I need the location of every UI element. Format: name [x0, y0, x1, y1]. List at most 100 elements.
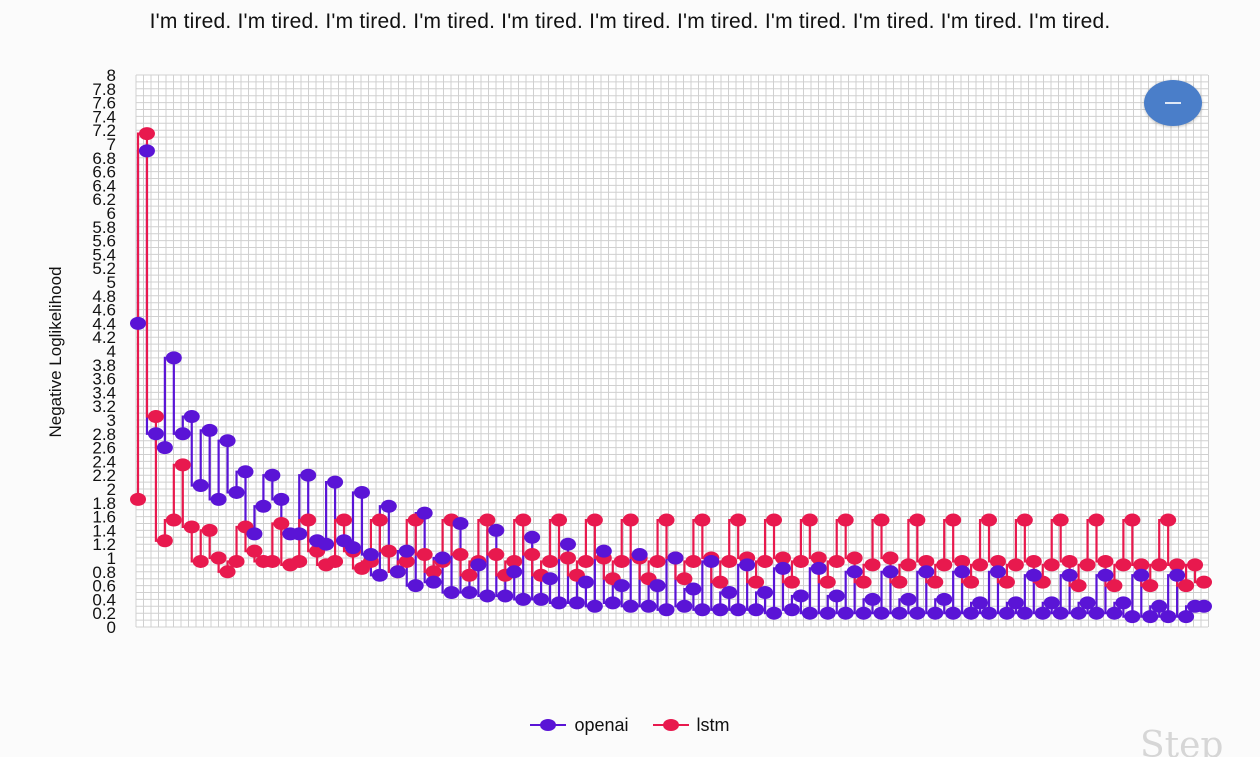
lstm-point [972, 558, 989, 572]
lstm-point [147, 410, 164, 424]
openai-point [353, 485, 370, 499]
openai-point [380, 499, 397, 513]
openai-point [658, 603, 675, 617]
lstm-point [192, 554, 209, 568]
openai-point [461, 586, 478, 599]
lstm-point [981, 513, 998, 527]
openai-point [918, 565, 935, 579]
openai-point [640, 599, 657, 613]
legend-item-openai[interactable]: openai [530, 715, 629, 736]
openai-point [694, 603, 711, 617]
openai-point [577, 575, 594, 589]
openai-point [882, 565, 899, 579]
openai-point [147, 427, 164, 441]
y-tick-label: 4 [107, 342, 116, 361]
lstm-point [766, 513, 783, 527]
openai-point [1043, 596, 1060, 610]
lstm-point [783, 575, 800, 589]
lstm-point [864, 558, 881, 572]
openai-point [721, 586, 738, 599]
openai-point [192, 479, 209, 493]
openai-point [676, 599, 693, 613]
lstm-point [452, 548, 469, 562]
lstm-point [945, 513, 962, 527]
openai-point [237, 465, 254, 479]
y-tick-label: 2.4 [92, 452, 116, 471]
y-tick-label: 8 [107, 66, 116, 85]
lstm-point [336, 513, 353, 527]
lstm-point [138, 127, 155, 141]
openai-point [416, 506, 433, 520]
lstm-point [130, 492, 146, 506]
y-tick-label: 7.6 [92, 94, 116, 113]
lstm-point [801, 513, 818, 527]
y-tick-labels: 00.20.40.60.811.21.41.61.822.22.42.62.83… [92, 66, 116, 637]
openai-point [766, 606, 783, 620]
lstm-point [1079, 558, 1096, 572]
openai-point [757, 586, 774, 599]
y-tick-label: 2.6 [92, 439, 116, 458]
lstm-point [685, 554, 702, 568]
openai-point [989, 565, 1006, 579]
chart-legend: openai lstm [0, 712, 1260, 738]
openai-point [344, 541, 361, 555]
openai-point [470, 558, 487, 572]
openai-point [174, 427, 191, 441]
lstm-point [748, 575, 765, 589]
lstm-point [837, 513, 854, 527]
openai-point [945, 606, 962, 620]
lstm-point [1070, 579, 1087, 593]
openai-point [1142, 610, 1159, 624]
openai-point [1097, 568, 1114, 582]
openai-point [479, 589, 496, 603]
openai-point [972, 596, 989, 610]
lstm-point [425, 565, 442, 579]
lstm-point [1124, 513, 1141, 527]
openai-point [828, 589, 845, 603]
openai-point [407, 579, 424, 593]
openai-point [864, 592, 881, 606]
lstm-point [506, 554, 523, 568]
openai-point [246, 527, 263, 541]
lstm-point [479, 513, 496, 527]
legend-item-lstm[interactable]: lstm [652, 715, 730, 736]
openai-point [667, 551, 684, 565]
openai-point [515, 592, 532, 606]
lstm-point [246, 544, 263, 558]
lstm-point [327, 554, 344, 568]
openai-point [559, 537, 576, 551]
openai-point [855, 606, 872, 620]
lstm-point [694, 513, 711, 527]
openai-point [954, 565, 971, 579]
page-header-text: I'm tired. I'm tired. I'm tired. I'm tir… [149, 10, 1111, 33]
lstm-point [658, 513, 675, 527]
openai-point [219, 434, 236, 448]
lstm-point [524, 548, 541, 562]
openai-point [1124, 610, 1141, 624]
openai-point [156, 441, 173, 455]
openai-point [900, 592, 917, 606]
y-tick-label: 5.6 [92, 232, 116, 251]
openai-point [300, 468, 317, 482]
y-tick-label: 6.6 [92, 163, 116, 182]
y-tick-label: 5.8 [92, 218, 116, 237]
openai-point [873, 606, 890, 620]
lstm-point [1016, 513, 1033, 527]
openai-point [1061, 568, 1078, 582]
openai-point [318, 537, 335, 551]
lstm-point [954, 554, 971, 568]
openai-point [1196, 599, 1212, 613]
openai-point [801, 606, 818, 620]
y-tick-label: 2.8 [92, 425, 116, 444]
y-tick-label: 4.2 [92, 328, 116, 347]
y-tick-label: 4.8 [92, 287, 116, 306]
lstm-point [721, 554, 738, 568]
openai-point [497, 589, 514, 603]
openai-point [165, 351, 182, 365]
openai-point [649, 579, 666, 593]
openai-point [1178, 610, 1195, 624]
openai-point [586, 599, 603, 613]
collapse-button[interactable] [1144, 80, 1202, 126]
lstm-point [1025, 554, 1042, 568]
